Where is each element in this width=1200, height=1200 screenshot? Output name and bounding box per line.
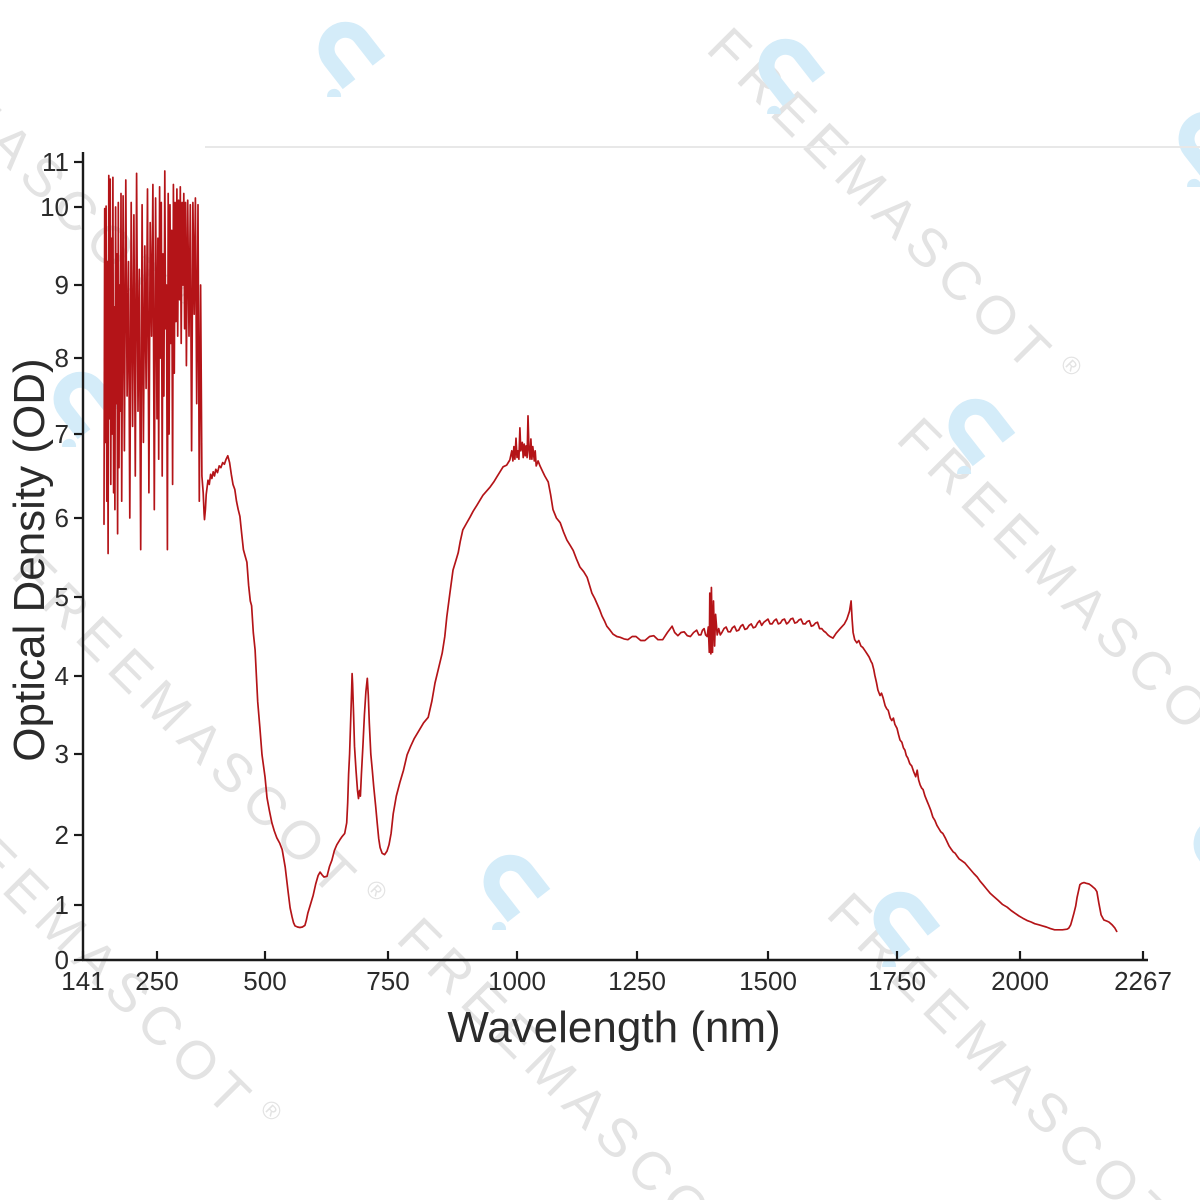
logo-horseshoe-shape [53, 371, 121, 440]
brand-logo-icon [53, 371, 121, 447]
y-tick-label: 1 [55, 890, 69, 920]
logo-dot [492, 921, 507, 930]
x-tick-label: 250 [135, 966, 178, 996]
x-tick-label: 2267 [1114, 966, 1172, 996]
brand-logo-icon [948, 398, 1016, 474]
y-tick-label: 10 [40, 192, 69, 222]
logo-horseshoe-shape [318, 21, 386, 90]
y-tick-label: 11 [42, 147, 69, 177]
axes [81, 152, 1148, 962]
logo-horseshoe-shape [483, 854, 551, 923]
y-axis-title: Optical Density (OD) [5, 358, 54, 761]
logo-horseshoe-shape [873, 891, 941, 960]
x-tick-label: 1500 [739, 966, 797, 996]
y-tick-label: 9 [55, 270, 69, 300]
y-tick-label: 2 [55, 820, 69, 850]
logo-horseshoe-shape [948, 398, 1016, 467]
y-tick-label: 5 [55, 582, 69, 612]
y-tick-label: 8 [55, 343, 69, 373]
x-tick-label: 2000 [991, 966, 1049, 996]
axis-lines [81, 152, 1148, 962]
x-tick-label: 141 [61, 966, 104, 996]
tick-labels: 141 250 500 750 1000 1250 1500 1750 2000 2267 0 1 2 3… [40, 147, 1172, 996]
tick-marks [74, 160, 1145, 962]
logo-dot [327, 88, 342, 97]
y-tick-label: 4 [55, 661, 69, 691]
brand-logo-icon [1178, 111, 1200, 187]
brand-logo-icon [318, 21, 386, 97]
od-curve [103, 170, 1118, 933]
x-axis-title: Wavelength (nm) [447, 1003, 780, 1052]
logo-dot [767, 105, 782, 114]
x-tick-label: 1000 [488, 966, 546, 996]
logo-dot [957, 465, 972, 474]
y-tick-label: 6 [55, 503, 69, 533]
x-tick-label: 1750 [868, 966, 926, 996]
brand-logo-icon [483, 854, 551, 930]
y-tick-label: 0 [55, 945, 69, 975]
brand-logo-icon [873, 891, 941, 967]
x-tick-label: 500 [243, 966, 286, 996]
brand-logo-icon [758, 38, 826, 114]
x-tick-label: 750 [366, 966, 409, 996]
x-tick-label: 1250 [608, 966, 666, 996]
logo-horseshoe-shape [758, 38, 826, 107]
logo-dot [1187, 178, 1200, 187]
top-border-line [205, 146, 1200, 148]
y-tick-label: 3 [55, 739, 69, 769]
logo-dot [882, 958, 897, 967]
logo-dot [62, 438, 77, 447]
logo-horseshoe-shape [1178, 111, 1200, 180]
y-tick-label: 7 [55, 419, 69, 449]
